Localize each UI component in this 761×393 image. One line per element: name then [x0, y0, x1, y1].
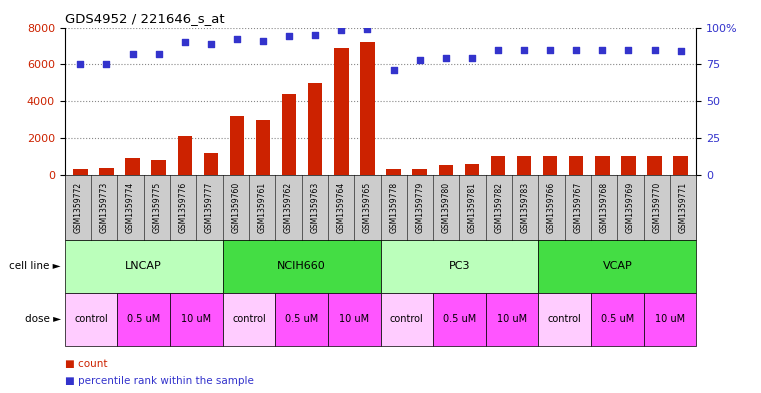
Text: GSM1359774: GSM1359774 [126, 182, 135, 233]
Text: GSM1359780: GSM1359780 [442, 182, 451, 233]
Point [100, 61, 113, 68]
Point [648, 46, 661, 53]
Text: ■ percentile rank within the sample: ■ percentile rank within the sample [65, 376, 253, 386]
Text: GSM1359769: GSM1359769 [626, 182, 635, 233]
Text: GSM1359761: GSM1359761 [257, 182, 266, 233]
Text: GSM1359768: GSM1359768 [600, 182, 609, 233]
Text: 0.5 uM: 0.5 uM [443, 314, 476, 324]
Text: control: control [390, 314, 424, 324]
Point [440, 55, 452, 62]
Bar [360, 42, 374, 175]
Bar [543, 156, 557, 175]
Text: GSM1359773: GSM1359773 [100, 182, 109, 233]
Text: 0.5 uM: 0.5 uM [285, 314, 318, 324]
Text: LNCAP: LNCAP [126, 261, 162, 271]
Bar [387, 169, 401, 175]
Text: GSM1359763: GSM1359763 [310, 182, 319, 233]
Bar [465, 164, 479, 175]
Point [597, 46, 609, 53]
Text: 0.5 uM: 0.5 uM [600, 314, 634, 324]
Text: GSM1359765: GSM1359765 [363, 182, 372, 233]
Point [179, 39, 191, 45]
Bar [256, 119, 270, 175]
Point [361, 26, 374, 32]
Text: 10 uM: 10 uM [339, 314, 369, 324]
Bar [73, 169, 88, 175]
Point [492, 46, 504, 53]
Text: control: control [74, 314, 108, 324]
Bar [412, 169, 427, 175]
Text: GSM1359766: GSM1359766 [547, 182, 556, 233]
Text: GSM1359770: GSM1359770 [652, 182, 661, 233]
Point [205, 40, 217, 47]
Text: 10 uM: 10 uM [181, 314, 212, 324]
Point [231, 36, 243, 42]
Point [466, 55, 478, 62]
Bar [621, 156, 635, 175]
Point [387, 67, 400, 73]
Bar [595, 156, 610, 175]
Point [518, 46, 530, 53]
Bar [126, 158, 140, 175]
Text: GSM1359782: GSM1359782 [495, 182, 504, 233]
Text: GSM1359771: GSM1359771 [679, 182, 688, 233]
Text: GSM1359760: GSM1359760 [231, 182, 240, 233]
Text: GSM1359783: GSM1359783 [521, 182, 530, 233]
Text: GDS4952 / 221646_s_at: GDS4952 / 221646_s_at [65, 12, 224, 25]
Text: control: control [548, 314, 581, 324]
Bar [569, 156, 584, 175]
Text: GSM1359777: GSM1359777 [205, 182, 214, 233]
Bar [334, 48, 349, 175]
Point [126, 51, 139, 57]
Text: NCIH660: NCIH660 [277, 261, 326, 271]
Bar [308, 83, 323, 175]
Bar [438, 165, 453, 175]
Text: control: control [232, 314, 266, 324]
Bar [151, 160, 166, 175]
Text: 10 uM: 10 uM [497, 314, 527, 324]
Bar [491, 156, 505, 175]
Bar [204, 153, 218, 175]
Text: ■ count: ■ count [65, 358, 107, 369]
Text: GSM1359762: GSM1359762 [284, 182, 293, 233]
Bar [648, 156, 662, 175]
Point [152, 51, 164, 57]
Text: GSM1359764: GSM1359764 [336, 182, 345, 233]
Point [257, 38, 269, 44]
Text: GSM1359775: GSM1359775 [152, 182, 161, 233]
Text: GSM1359778: GSM1359778 [389, 182, 398, 233]
Point [309, 32, 321, 38]
Point [413, 57, 425, 63]
Text: dose ►: dose ► [25, 314, 61, 324]
Text: GSM1359772: GSM1359772 [73, 182, 82, 233]
Text: GSM1359767: GSM1359767 [573, 182, 582, 233]
Text: PC3: PC3 [449, 261, 470, 271]
Bar [230, 116, 244, 175]
Bar [673, 156, 688, 175]
Text: VCAP: VCAP [603, 261, 632, 271]
Point [674, 48, 686, 54]
Text: 10 uM: 10 uM [655, 314, 685, 324]
Point [570, 46, 582, 53]
Bar [99, 169, 113, 175]
Bar [282, 94, 296, 175]
Text: GSM1359781: GSM1359781 [468, 182, 477, 233]
Point [622, 46, 635, 53]
Text: 0.5 uM: 0.5 uM [127, 314, 161, 324]
Text: GSM1359779: GSM1359779 [416, 182, 425, 233]
Point [544, 46, 556, 53]
Bar [517, 156, 531, 175]
Point [75, 61, 87, 68]
Text: cell line ►: cell line ► [9, 261, 61, 271]
Bar [177, 136, 192, 175]
Point [336, 27, 348, 33]
Point [283, 33, 295, 39]
Text: GSM1359776: GSM1359776 [179, 182, 188, 233]
